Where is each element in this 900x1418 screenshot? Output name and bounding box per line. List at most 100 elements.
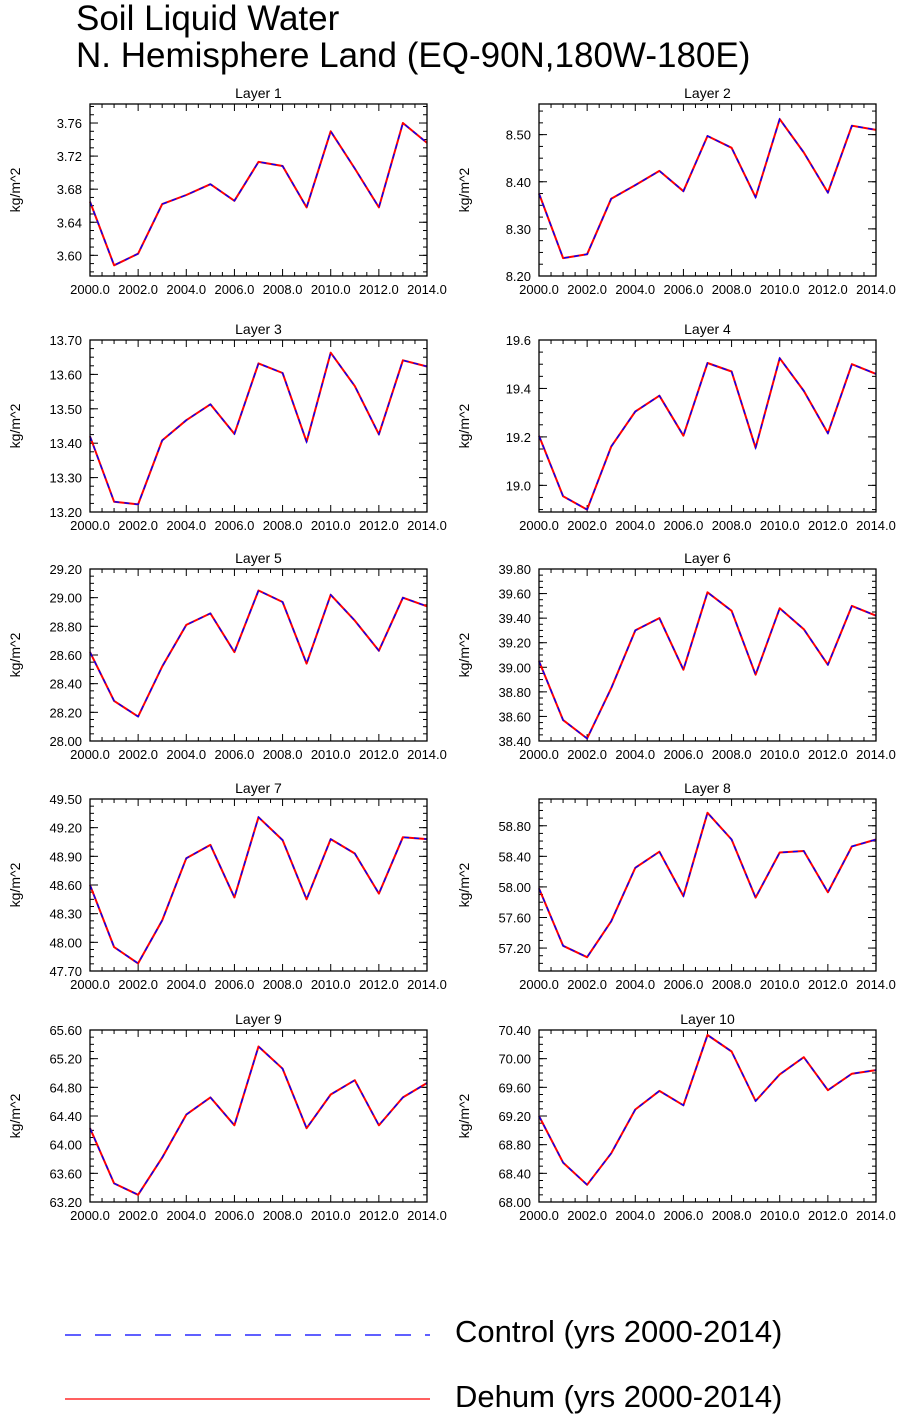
x-tick-label: 2002.0 bbox=[118, 977, 158, 992]
x-tick-label: 2008.0 bbox=[263, 747, 303, 762]
x-tick-label: 2014.0 bbox=[407, 747, 447, 762]
y-tick-label: 29.00 bbox=[49, 591, 82, 606]
x-tick-label: 2004.0 bbox=[615, 1208, 655, 1223]
x-tick-label: 2000.0 bbox=[519, 977, 559, 992]
y-tick-label: 38.60 bbox=[498, 709, 531, 724]
y-axis-label: kg/m^2 bbox=[7, 862, 23, 907]
plot-frame bbox=[538, 798, 877, 972]
x-tick-label: 2014.0 bbox=[856, 518, 896, 533]
chart-panel-8: Layer 8 kg/m^2 2000.0 2002.0 2004.0 2006.0 200… bbox=[456, 780, 896, 992]
series-line-dehum bbox=[538, 118, 877, 260]
y-tick-label: 58.00 bbox=[498, 880, 531, 895]
y-tick-label: 48.00 bbox=[49, 935, 82, 950]
x-tick-label: 2010.0 bbox=[311, 1208, 351, 1223]
plot-frame bbox=[538, 568, 877, 742]
y-tick-label: 70.40 bbox=[498, 1023, 531, 1038]
series-line-control bbox=[89, 121, 428, 267]
series-line-dehum bbox=[89, 351, 428, 506]
series-line-dehum bbox=[538, 357, 877, 511]
x-tick-label: 2004.0 bbox=[166, 1208, 206, 1223]
y-tick-label: 47.70 bbox=[49, 964, 82, 979]
y-tick-label: 19.6 bbox=[506, 333, 531, 348]
x-tick-label: 2004.0 bbox=[166, 282, 206, 297]
y-tick-label: 39.20 bbox=[498, 636, 531, 651]
x-tick-label: 2002.0 bbox=[118, 518, 158, 533]
y-tick-label: 13.60 bbox=[49, 367, 82, 382]
figure-title-block: Soil Liquid Water N. Hemisphere Land (EQ… bbox=[76, 0, 750, 74]
x-tick-label: 2006.0 bbox=[215, 747, 255, 762]
y-tick-label: 39.80 bbox=[498, 562, 531, 577]
x-tick-label: 2012.0 bbox=[359, 518, 399, 533]
y-tick-label: 58.80 bbox=[498, 819, 531, 834]
x-tick-label: 2012.0 bbox=[359, 747, 399, 762]
y-tick-label: 63.20 bbox=[49, 1195, 82, 1210]
chart-panel-1: Layer 1 kg/m^2 2000.0 2002.0 2004.0 2006.0 200… bbox=[7, 85, 447, 297]
x-tick-label: 2008.0 bbox=[712, 282, 752, 297]
y-tick-label: 68.40 bbox=[498, 1166, 531, 1181]
x-tick-label: 2012.0 bbox=[808, 977, 848, 992]
x-tick-label: 2000.0 bbox=[70, 1208, 110, 1223]
chart-panel-5: Layer 5 kg/m^2 2000.0 2002.0 2004.0 2006.0 200… bbox=[7, 550, 447, 762]
y-tick-label: 13.20 bbox=[49, 505, 82, 520]
panel-title: Layer 10 bbox=[680, 1011, 735, 1027]
x-tick-label: 2006.0 bbox=[664, 518, 704, 533]
x-tick-label: 2012.0 bbox=[359, 282, 399, 297]
x-tick-label: 2000.0 bbox=[519, 518, 559, 533]
y-axis-label: kg/m^2 bbox=[7, 167, 23, 212]
x-tick-label: 2000.0 bbox=[70, 977, 110, 992]
x-tick-label: 2006.0 bbox=[664, 747, 704, 762]
panel-title: Layer 4 bbox=[684, 321, 731, 337]
y-tick-label: 38.40 bbox=[498, 734, 531, 749]
x-tick-label: 2014.0 bbox=[407, 518, 447, 533]
y-tick-label: 3.76 bbox=[57, 116, 82, 131]
y-tick-label: 28.80 bbox=[49, 619, 82, 634]
y-tick-label: 28.60 bbox=[49, 648, 82, 663]
panel-title: Layer 9 bbox=[235, 1011, 282, 1027]
x-tick-label: 2002.0 bbox=[118, 282, 158, 297]
x-tick-label: 2002.0 bbox=[118, 1208, 158, 1223]
x-tick-label: 2002.0 bbox=[567, 747, 607, 762]
y-tick-label: 29.20 bbox=[49, 562, 82, 577]
plot-frame bbox=[89, 103, 428, 277]
series-line-control bbox=[538, 811, 877, 959]
x-tick-label: 2012.0 bbox=[808, 1208, 848, 1223]
x-tick-label: 2010.0 bbox=[311, 747, 351, 762]
x-tick-label: 2006.0 bbox=[215, 282, 255, 297]
x-tick-label: 2010.0 bbox=[760, 282, 800, 297]
panel-title: Layer 8 bbox=[684, 780, 731, 796]
y-tick-label: 3.60 bbox=[57, 248, 82, 263]
figure-title: Soil Liquid Water bbox=[76, 0, 340, 38]
y-tick-label: 64.40 bbox=[49, 1109, 82, 1124]
x-tick-label: 2014.0 bbox=[856, 282, 896, 297]
chart-panel-10: Layer 10 kg/m^2 2000.0 2002.0 2004.0 2006.0 20… bbox=[456, 1011, 896, 1223]
x-tick-label: 2012.0 bbox=[808, 282, 848, 297]
x-tick-label: 2008.0 bbox=[263, 977, 303, 992]
plot-frame bbox=[538, 103, 877, 277]
plot-frame bbox=[89, 798, 428, 972]
y-tick-label: 3.68 bbox=[57, 182, 82, 197]
x-tick-label: 2014.0 bbox=[856, 747, 896, 762]
y-tick-label: 65.20 bbox=[49, 1052, 82, 1067]
y-tick-label: 8.30 bbox=[506, 222, 531, 237]
series-line-control bbox=[89, 815, 428, 965]
x-tick-label: 2004.0 bbox=[166, 518, 206, 533]
panel-title: Layer 1 bbox=[235, 85, 282, 101]
y-tick-label: 28.20 bbox=[49, 705, 82, 720]
series-line-control bbox=[89, 351, 428, 506]
x-tick-label: 2006.0 bbox=[215, 518, 255, 533]
y-tick-label: 19.0 bbox=[506, 478, 531, 493]
x-tick-label: 2006.0 bbox=[664, 1208, 704, 1223]
x-tick-label: 2012.0 bbox=[359, 1208, 399, 1223]
y-tick-label: 39.00 bbox=[498, 660, 531, 675]
y-tick-label: 19.2 bbox=[506, 430, 531, 445]
x-tick-label: 2002.0 bbox=[567, 977, 607, 992]
chart-panel-7: Layer 7 kg/m^2 2000.0 2002.0 2004.0 2006.0 200… bbox=[7, 780, 447, 992]
y-tick-label: 8.40 bbox=[506, 175, 531, 190]
figure-subtitle: N. Hemisphere Land (EQ-90N,180W-180E) bbox=[76, 36, 751, 75]
x-tick-label: 2004.0 bbox=[615, 747, 655, 762]
x-tick-label: 2002.0 bbox=[567, 518, 607, 533]
chart-panel-2: Layer 2 kg/m^2 2000.0 2002.0 2004.0 2006.0 200… bbox=[456, 85, 896, 297]
plot-frame bbox=[538, 339, 877, 513]
y-tick-label: 65.60 bbox=[49, 1023, 82, 1038]
